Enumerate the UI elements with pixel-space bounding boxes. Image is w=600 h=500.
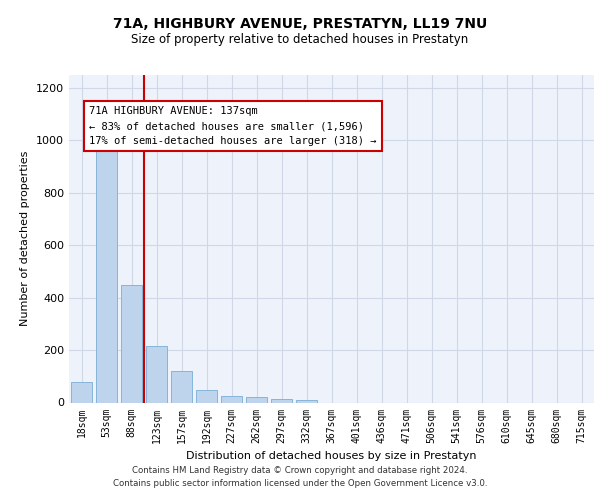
Bar <box>171 371 192 402</box>
Bar <box>221 396 242 402</box>
Bar <box>146 346 167 403</box>
Bar <box>71 382 92 402</box>
Text: 71A, HIGHBURY AVENUE, PRESTATYN, LL19 7NU: 71A, HIGHBURY AVENUE, PRESTATYN, LL19 7N… <box>113 18 487 32</box>
Bar <box>121 284 142 403</box>
Text: Contains HM Land Registry data © Crown copyright and database right 2024.
Contai: Contains HM Land Registry data © Crown c… <box>113 466 487 487</box>
Y-axis label: Number of detached properties: Number of detached properties <box>20 151 31 326</box>
Bar <box>246 396 267 402</box>
Bar <box>96 147 117 403</box>
X-axis label: Distribution of detached houses by size in Prestatyn: Distribution of detached houses by size … <box>186 451 477 461</box>
Text: 71A HIGHBURY AVENUE: 137sqm
← 83% of detached houses are smaller (1,596)
17% of : 71A HIGHBURY AVENUE: 137sqm ← 83% of det… <box>89 106 377 146</box>
Text: Size of property relative to detached houses in Prestatyn: Size of property relative to detached ho… <box>131 32 469 46</box>
Bar <box>296 400 317 402</box>
Bar <box>196 390 217 402</box>
Bar <box>271 398 292 402</box>
